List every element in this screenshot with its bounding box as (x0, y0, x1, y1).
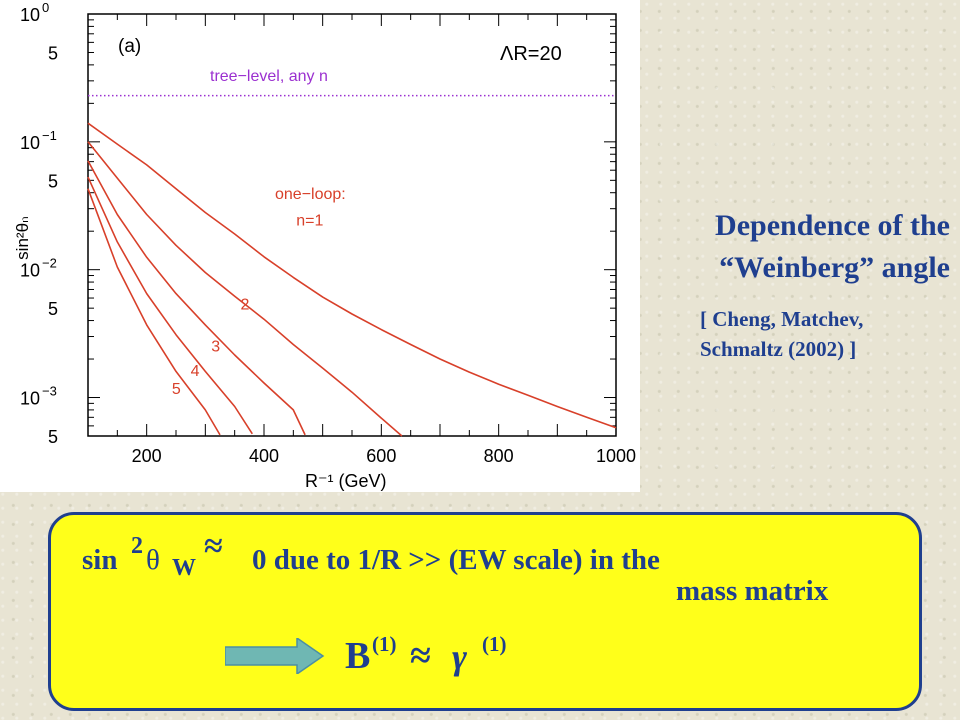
x-tick-label: 400 (249, 446, 279, 466)
y-tick-label: 5 (48, 43, 58, 63)
caption-line-2: “Weinberg” angle (719, 251, 950, 284)
statement-rest: 0 due to 1/R >> (EW scale) in the (252, 544, 660, 576)
panel-label: (a) (118, 36, 141, 57)
y-axis-label: sin²θₙ (13, 216, 32, 260)
series-line-4 (87, 176, 253, 435)
sin-exponent: 2 (131, 533, 143, 559)
curve-label-2: 2 (241, 296, 250, 313)
x-axis-label: R⁻¹ (GeV) (305, 471, 387, 491)
y-tick-exponent: −2 (42, 256, 57, 271)
x-tick-label: 1000 (596, 446, 636, 466)
lambda-label: ΛR=20 (500, 43, 562, 65)
y-tick-label: 5 (48, 299, 58, 319)
x-tick-label: 200 (132, 446, 162, 466)
series-line-1 (87, 122, 617, 429)
series-line-2 (87, 141, 403, 437)
x-tick-label: 600 (366, 446, 396, 466)
curve-label-1: n=1 (296, 212, 323, 229)
caption-line-1: Dependence of the (715, 209, 950, 242)
one-loop-label: one−loop: (275, 186, 346, 203)
y-tick-label: 10 (20, 5, 40, 25)
series-line-3 (87, 160, 306, 436)
y-tick-exponent: 0 (42, 0, 49, 15)
y-tick-label: 5 (48, 171, 58, 191)
theta-symbol: θ (146, 544, 160, 576)
series-layer (87, 94, 617, 437)
tree-level-label: tree−level, any n (210, 68, 328, 85)
y-tick-label: 5 (48, 427, 58, 447)
curve-labels: n=1 2 345 (172, 212, 324, 397)
b-symbol: B (345, 635, 371, 677)
x-tick-label: 800 (484, 446, 514, 466)
citation-line-1: [ Cheng, Matchev, (700, 307, 864, 331)
right-arrow-icon (225, 638, 325, 674)
series-line-5 (87, 188, 221, 436)
gamma-symbol: γ (452, 637, 467, 677)
relation-approx-symbol: ≈ (410, 635, 431, 677)
curve-label-5: 5 (172, 381, 181, 398)
gamma-superscript: (1) (482, 632, 507, 656)
y-tick-label: 10 (20, 133, 40, 153)
x-axis-ticks: 200 400 600 800 1000 (87, 14, 636, 466)
y-tick-label: 10 (20, 389, 40, 409)
curve-label-3: 3 (211, 338, 220, 355)
w-subscript: W (172, 555, 196, 581)
caption: Dependence of the “Weinberg” angle (640, 205, 950, 289)
statement-box (48, 512, 922, 711)
y-tick-exponent: −1 (42, 128, 57, 143)
citation: [ Cheng, Matchev, Schmaltz (2002) ] (700, 304, 950, 364)
statement-line-2: mass matrix (676, 575, 829, 607)
curve-label-4: 4 (191, 363, 200, 380)
plot-panel: 10 0 5 10 −1 5 10 −2 5 10 −3 5 200 400 600 800 1000 n=1… (0, 0, 640, 492)
b-superscript: (1) (372, 632, 397, 656)
approx-symbol: ≈ (204, 528, 223, 565)
y-tick-exponent: −3 (42, 384, 57, 399)
plot-frame (87, 13, 617, 437)
citation-line-2: Schmaltz (2002) ] (700, 337, 857, 361)
sin-text: sin (82, 544, 118, 576)
y-tick-label: 10 (20, 261, 40, 281)
